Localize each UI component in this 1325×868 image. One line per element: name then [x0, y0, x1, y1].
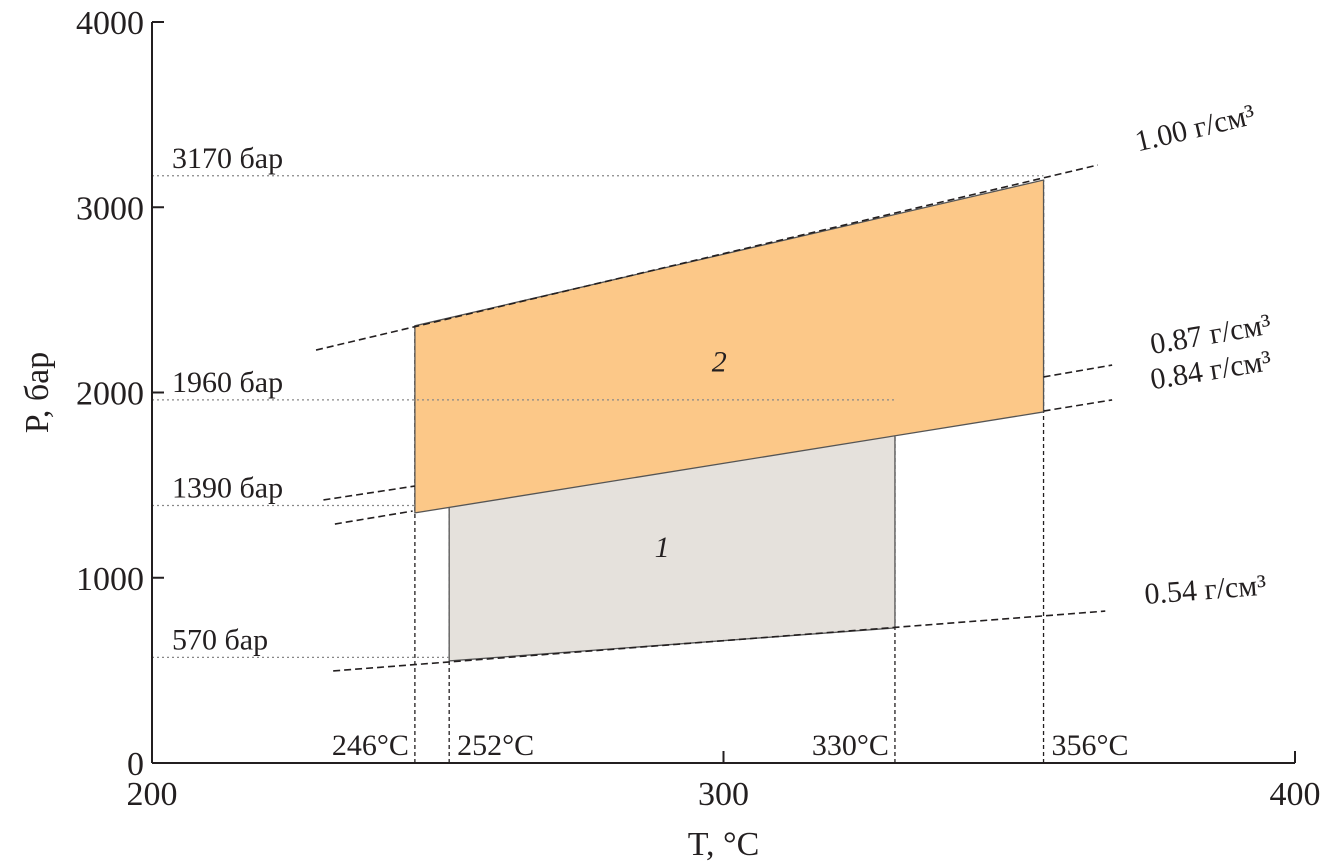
v-ref-label: 252°C: [457, 729, 534, 762]
isochore: [315, 164, 1099, 351]
region-label: 2: [712, 346, 727, 379]
y-tick-label: 2000: [76, 376, 144, 413]
isochore: [323, 364, 1113, 501]
v-ref-label: 330°C: [812, 729, 889, 762]
h-ref-label: 570 бар: [172, 623, 268, 656]
x-tick-label: 300: [698, 776, 749, 813]
y-tick-label: 4000: [76, 5, 144, 42]
isochore: [334, 399, 1113, 525]
y-axis-label: P, бар: [19, 352, 56, 434]
y-tick-label: 0: [127, 746, 144, 783]
y-tick-label: 1000: [76, 561, 144, 598]
h-ref-label: 1390 бар: [172, 472, 283, 505]
h-ref-label: 3170 бар: [172, 142, 283, 175]
region: [414, 179, 1045, 514]
isochore-label: 1.00 г/см³: [1132, 98, 1258, 158]
h-ref-label: 1960 бар: [172, 366, 283, 399]
region-label: 1: [655, 531, 670, 564]
v-ref-label: 246°C: [332, 729, 409, 762]
isochore: [333, 610, 1106, 672]
x-axis-label: T, °C: [688, 826, 760, 863]
v-ref-label: 356°C: [1052, 729, 1129, 762]
x-tick-label: 400: [1270, 776, 1321, 813]
isochore-label: 0.54 г/см³: [1143, 569, 1267, 611]
y-tick-label: 3000: [76, 190, 144, 227]
x-tick-label: 200: [127, 776, 178, 813]
